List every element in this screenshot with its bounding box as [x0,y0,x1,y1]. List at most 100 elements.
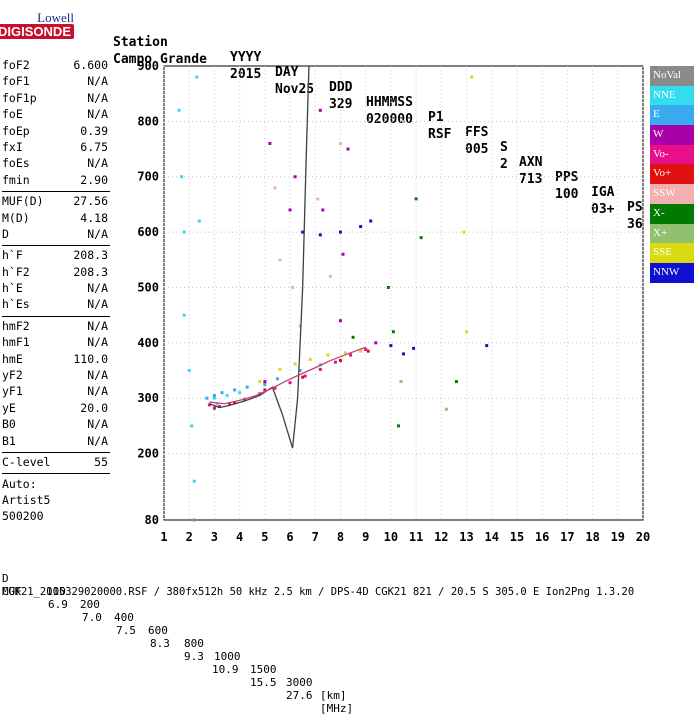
series-x- [351,197,458,428]
param-divider [2,451,110,453]
footer-d-label: D [2,572,9,585]
data-point [288,208,292,212]
param-value: N/A [87,281,108,296]
param-value: N/A [87,74,108,89]
series-nnw [301,219,489,356]
header-value: 03+ [591,202,615,217]
header-label: PPS [555,170,579,185]
param-value: 20.0 [80,400,108,415]
data-point [412,346,416,350]
x-tick-label: 6 [286,530,293,544]
data-point [402,352,405,356]
x-tick-label: 7 [312,530,319,544]
data-point [326,353,330,357]
y-tick-label: 900 [137,59,159,73]
header-label: FFS [465,125,489,140]
legend: NoVal NNE E W Vo- Vo+ SSW X- X+ SSE NNW [650,66,694,283]
param-divider [2,245,110,247]
data-point [321,208,325,212]
data-point [399,380,403,384]
data-point [333,360,337,364]
param-row: yF1 N/A [2,384,110,400]
header-label: Station [113,35,168,50]
param-group-critical-frequencies: foF2 6.600 foF1 N/A foF1p N/A foE N/A foEp 0.39 fx… [2,58,110,189]
data-point [180,175,184,179]
footer-muf-value: 10.9 [212,663,239,676]
y-tick-label: 300 [137,391,159,405]
y-tick-label: 700 [137,170,159,184]
y-tick-label: 600 [137,225,159,239]
header-label: S [500,140,508,155]
series-x- [399,119,448,411]
param-value: 110.0 [73,351,108,366]
x-tick-label: 1 [160,530,167,544]
data-point [187,369,191,373]
x-tick-label: 9 [362,530,369,544]
footer-d-value: 3000 [286,676,313,689]
x-tick-label: 12 [434,530,448,544]
header-value: 2 [500,157,508,172]
param-name: hmF1 [2,335,30,350]
data-point [263,380,267,384]
param-name: foEs [2,156,30,171]
param-row: yE 20.0 [2,401,110,417]
data-point [303,374,307,378]
data-point [308,357,312,361]
series-vo- [212,349,370,410]
data-point [316,197,320,201]
param-row: D N/A [2,227,110,243]
data-point [338,319,342,323]
data-point [190,424,194,428]
footer-muf-value: 8.3 [150,637,170,650]
param-row: yF2 N/A [2,368,110,384]
param-row: fmin 2.90 [2,173,110,189]
param-name: h`Es [2,297,30,312]
param-name: yF1 [2,384,23,399]
data-point [278,258,282,262]
data-point [419,236,423,240]
param-row: hmE 110.0 [2,352,110,368]
header-value: 36 [627,217,643,232]
data-point [328,274,332,278]
data-point [233,401,237,405]
data-point [212,396,216,400]
data-point [217,405,221,408]
series-ssw [273,142,342,328]
header-value: 005 [465,142,489,157]
ionogram-chart: 1 2 3 4 5 6 7 8 9 10 11 12 13 14 15 16 17 18 19 20802003004… [137,59,650,544]
y-tick-label: 800 [137,114,159,128]
x-tick-label: 17 [560,530,574,544]
data-point [182,230,186,234]
parameter-panel: foF2 6.600 foF1 N/A foF1p N/A foE N/A foEp 0.39 fx… [2,58,110,524]
data-point [212,406,216,410]
param-name: foF2 [2,58,30,72]
data-point [273,386,277,390]
footer-muf-unit: [MHz] [320,702,354,715]
trace-line [209,346,366,405]
data-point [462,230,466,234]
data-point [238,391,242,395]
series-w [263,108,378,384]
series-vo- [207,347,368,408]
data-point [205,396,209,400]
x-tick-label: 20 [636,530,650,544]
footer-muf-value: 7.0 [82,611,102,624]
param-name: fxI [2,139,23,154]
param-row: h`F 208.3 [2,248,110,264]
header-value: 329 [329,97,353,112]
digisonde-logo: Lowell DIGISONDE [0,10,74,46]
param-name: yF2 [2,368,23,383]
param-name: hmE [2,351,23,366]
param-value: 208.3 [73,264,108,279]
data-point [212,393,216,397]
param-value: N/A [87,297,108,312]
param-value: 0.39 [80,123,108,138]
param-value: 208.3 [73,248,108,263]
param-row: C-level 55 [2,455,110,471]
param-value: N/A [87,335,108,350]
data-point [338,142,342,146]
param-row: M(D) 4.18 [2,211,110,227]
param-name: foF1p [2,90,37,105]
param-value: N/A [87,384,108,399]
data-point [341,252,345,256]
